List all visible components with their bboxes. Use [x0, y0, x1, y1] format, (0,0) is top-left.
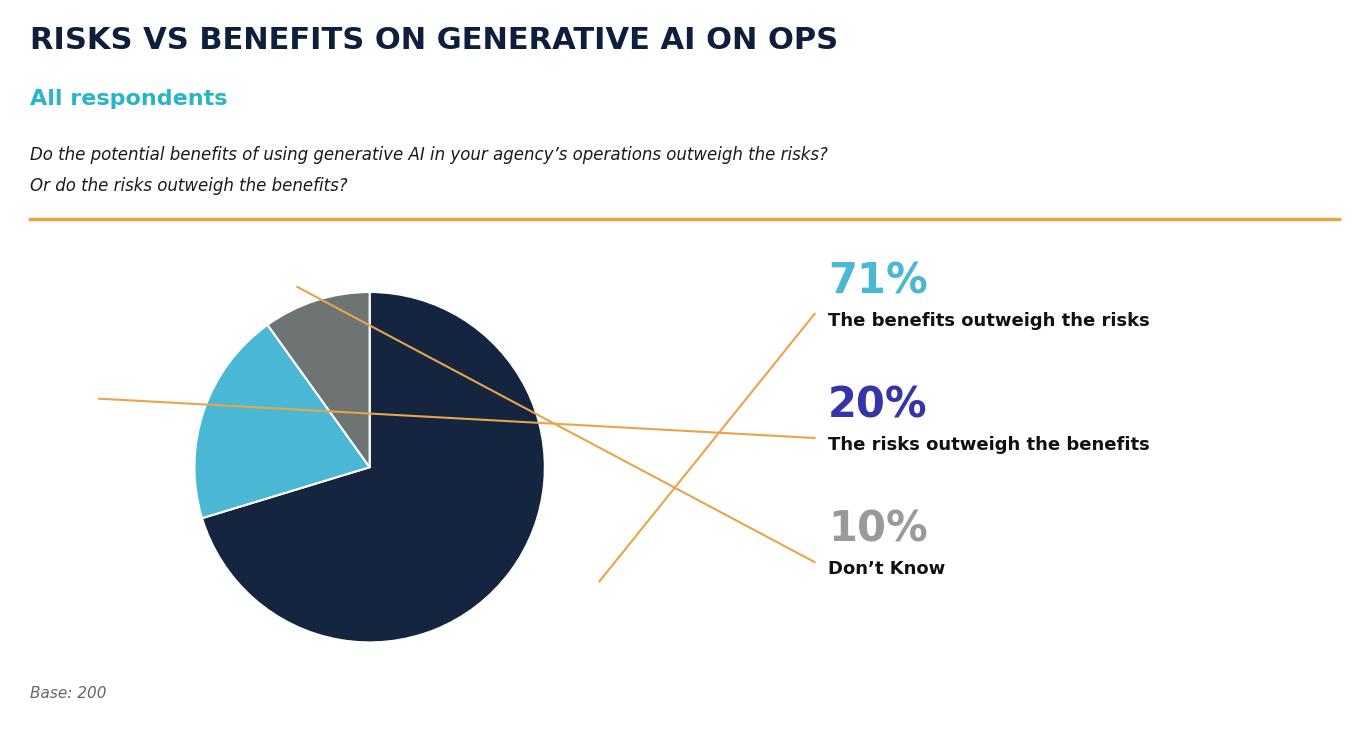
- Text: The risks outweigh the benefits: The risks outweigh the benefits: [828, 437, 1150, 454]
- Text: All respondents: All respondents: [30, 89, 227, 109]
- Text: The benefits outweigh the risks: The benefits outweigh the risks: [828, 312, 1150, 330]
- Text: Base: 200: Base: 200: [30, 685, 107, 701]
- Wedge shape: [267, 292, 370, 467]
- Text: RISKS VS BENEFITS ON GENERATIVE AI ON OPS: RISKS VS BENEFITS ON GENERATIVE AI ON OP…: [30, 26, 838, 55]
- Text: Or do the risks outweigh the benefits?: Or do the risks outweigh the benefits?: [30, 177, 348, 195]
- Text: 20%: 20%: [828, 384, 928, 426]
- Text: 10%: 10%: [828, 508, 928, 550]
- Wedge shape: [194, 325, 370, 518]
- Text: 71%: 71%: [828, 260, 928, 302]
- Wedge shape: [203, 292, 545, 642]
- Text: Don’t Know: Don’t Know: [828, 561, 946, 578]
- Text: Do the potential benefits of using generative AI in your agency’s operations out: Do the potential benefits of using gener…: [30, 146, 828, 164]
